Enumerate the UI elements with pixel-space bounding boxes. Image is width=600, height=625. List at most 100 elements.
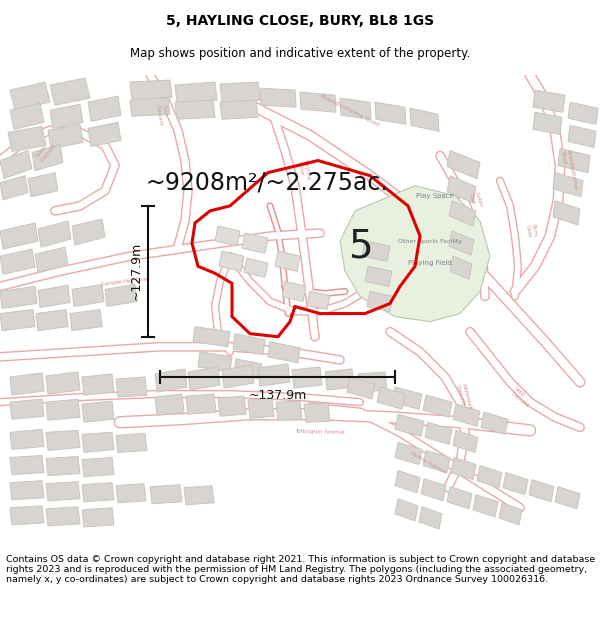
Polygon shape (447, 487, 472, 509)
Polygon shape (46, 456, 80, 476)
Polygon shape (198, 352, 232, 372)
Polygon shape (72, 284, 104, 306)
Polygon shape (32, 144, 63, 171)
Text: Toon
Crescent: Toon Crescent (155, 104, 169, 127)
Polygon shape (220, 82, 260, 102)
Polygon shape (377, 387, 405, 409)
Text: Other Sports Facility: Other Sports Facility (398, 239, 462, 244)
Polygon shape (503, 472, 528, 495)
Polygon shape (447, 176, 476, 203)
Polygon shape (304, 403, 330, 422)
Polygon shape (473, 495, 498, 517)
Polygon shape (533, 90, 565, 112)
Polygon shape (340, 186, 490, 322)
Text: Lepp
Crescent: Lepp Crescent (510, 386, 533, 408)
Polygon shape (46, 431, 80, 451)
Polygon shape (184, 486, 214, 505)
Polygon shape (82, 482, 114, 502)
Text: Contains OS data © Crown copyright and database right 2021. This information is : Contains OS data © Crown copyright and d… (6, 554, 595, 584)
Polygon shape (234, 359, 262, 379)
Polygon shape (449, 231, 474, 255)
Polygon shape (82, 458, 114, 477)
Polygon shape (218, 396, 246, 416)
Polygon shape (50, 104, 83, 128)
Polygon shape (38, 221, 71, 247)
Polygon shape (395, 414, 424, 436)
Polygon shape (553, 201, 580, 225)
Polygon shape (453, 431, 478, 452)
Polygon shape (0, 286, 37, 309)
Polygon shape (10, 103, 44, 129)
Polygon shape (8, 126, 46, 151)
Polygon shape (450, 256, 472, 279)
Polygon shape (395, 442, 422, 464)
Text: Holme Avenue: Holme Avenue (410, 451, 447, 475)
Polygon shape (82, 374, 114, 395)
Polygon shape (340, 98, 371, 119)
Polygon shape (292, 367, 322, 388)
Polygon shape (10, 506, 44, 525)
Polygon shape (10, 373, 44, 395)
Polygon shape (553, 173, 583, 197)
Text: Hayling
Close: Hayling Close (297, 159, 311, 182)
Polygon shape (0, 249, 35, 274)
Polygon shape (219, 251, 244, 271)
Polygon shape (10, 456, 44, 474)
Polygon shape (555, 487, 580, 509)
Text: Map shows position and indicative extent of the property.: Map shows position and indicative extent… (130, 48, 470, 61)
Polygon shape (533, 112, 562, 134)
Polygon shape (233, 334, 265, 355)
Polygon shape (392, 387, 422, 409)
Polygon shape (499, 503, 522, 525)
Polygon shape (105, 284, 137, 306)
Text: Garside Hey Road: Garside Hey Road (100, 276, 149, 287)
Polygon shape (244, 258, 268, 278)
Polygon shape (365, 266, 392, 286)
Polygon shape (46, 507, 80, 526)
Polygon shape (395, 471, 420, 492)
Polygon shape (451, 458, 476, 479)
Polygon shape (307, 291, 330, 309)
Text: 5, HAYLING CLOSE, BURY, BL8 1GS: 5, HAYLING CLOSE, BURY, BL8 1GS (166, 14, 434, 28)
Polygon shape (10, 481, 44, 500)
Text: Whitehead
Crescent: Whitehead Crescent (455, 383, 472, 411)
Polygon shape (395, 499, 418, 521)
Polygon shape (50, 78, 90, 105)
Polygon shape (0, 151, 32, 179)
Text: ~127.9m: ~127.9m (130, 242, 143, 301)
Polygon shape (358, 372, 387, 392)
Polygon shape (453, 404, 480, 426)
Text: Dukes
Rise: Dukes Rise (468, 192, 484, 210)
Polygon shape (82, 508, 114, 527)
Polygon shape (449, 201, 476, 226)
Text: Play Space: Play Space (416, 192, 454, 199)
Polygon shape (35, 247, 68, 272)
Polygon shape (258, 364, 290, 386)
Polygon shape (36, 309, 68, 331)
Polygon shape (275, 251, 300, 271)
Polygon shape (130, 98, 170, 116)
Text: ~137.9m: ~137.9m (248, 389, 307, 402)
Polygon shape (220, 100, 258, 119)
Polygon shape (276, 401, 302, 420)
Polygon shape (175, 100, 215, 119)
Text: ~9208m²/~2.275ac.: ~9208m²/~2.275ac. (145, 171, 388, 195)
Polygon shape (175, 82, 217, 102)
Polygon shape (300, 92, 336, 112)
Polygon shape (10, 429, 44, 449)
Polygon shape (193, 327, 230, 347)
Polygon shape (568, 102, 598, 124)
Polygon shape (88, 122, 121, 146)
Text: Brandlesholme
Road: Brandlesholme Road (560, 149, 578, 192)
Polygon shape (248, 398, 274, 418)
Polygon shape (0, 309, 35, 331)
Polygon shape (268, 342, 300, 363)
Polygon shape (10, 399, 44, 419)
Text: Playing Field: Playing Field (408, 260, 452, 266)
Text: Brandlesholme Road: Brandlesholme Road (320, 93, 380, 128)
Polygon shape (116, 484, 146, 502)
Polygon shape (282, 281, 306, 301)
Text: Burrs
Close: Burrs Close (525, 224, 538, 239)
Polygon shape (423, 451, 450, 472)
Polygon shape (558, 149, 590, 173)
